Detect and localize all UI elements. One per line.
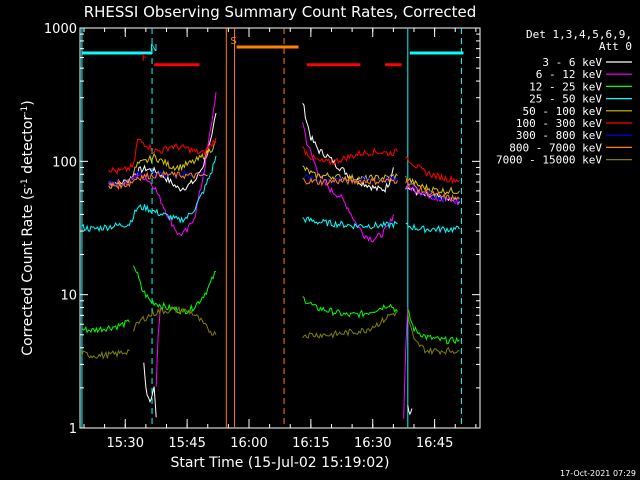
- x-tick-label-0: 15:30: [107, 436, 144, 451]
- x-tick-label-4: 16:30: [354, 436, 391, 451]
- series-0-segment-2: [302, 103, 394, 193]
- series-7-segment-0: [108, 169, 208, 190]
- annotation-layer: NF S: [142, 36, 237, 64]
- series-3-segment-0: [81, 155, 217, 233]
- x-tick-label-5: 16:45: [416, 436, 453, 451]
- legend-label-7: 800 - 7000 keV: [509, 141, 602, 154]
- plot-frame: [79, 27, 481, 429]
- x-tick-label-2: 16:00: [230, 436, 267, 451]
- series-8-segment-0: [81, 349, 130, 360]
- series-8: [81, 305, 460, 360]
- series-2-segment-3: [407, 308, 460, 345]
- series-3-segment-2: [405, 222, 460, 234]
- x-tick-label-1: 15:45: [168, 436, 205, 451]
- series-5-segment-1: [302, 146, 398, 166]
- flag-label-s: S: [230, 36, 236, 47]
- series-5: [108, 137, 460, 185]
- series-6-segment-2: [405, 177, 460, 203]
- x-axis-label: Start Time (15-Jul-02 15:19:02): [170, 455, 389, 471]
- flag-label-f: F: [142, 53, 148, 64]
- series-1-segment-2: [302, 122, 394, 243]
- series-1-segment-3: [403, 307, 409, 419]
- series-8-segment-2: [302, 311, 398, 339]
- legend-label-4: 50 - 100 keV: [523, 105, 603, 118]
- y-tick-label-1: 10: [60, 289, 77, 304]
- series-4-segment-2: [405, 175, 460, 195]
- series-5-segment-2: [405, 155, 460, 185]
- axis-layer: 1 10 100 1000 15:30 15:45 16:00 16:15 16:30 16:45: [44, 22, 480, 451]
- legend-header-line-1: Det 1,3,4,5,6,9,: [526, 28, 632, 41]
- series-2-segment-1: [133, 265, 217, 315]
- series-3-segment-1: [302, 216, 398, 230]
- series-1-segment-1: [155, 307, 161, 387]
- series-0-segment-1: [143, 362, 157, 418]
- x-tick-label-3: 16:15: [292, 436, 329, 451]
- legend-label-5: 100 - 300 keV: [516, 117, 602, 130]
- series-7-segment-2: [405, 177, 460, 202]
- legend-label-8: 7000 - 15000 keV: [496, 154, 602, 167]
- series-5-segment-0: [108, 137, 217, 175]
- y-axis-label: Corrected Count Rate (s-1 detector-1): [20, 100, 36, 355]
- y-tick-label-2: 100: [52, 155, 77, 170]
- series-4-segment-1: [302, 165, 398, 183]
- footer-date: 17-Oct-2021 07:29: [560, 469, 636, 478]
- series-2-segment-0: [81, 319, 130, 334]
- series-3: [81, 155, 460, 234]
- legend-label-6: 300 - 800 keV: [516, 129, 602, 142]
- series-4: [108, 141, 460, 195]
- series-8-segment-1: [133, 305, 217, 336]
- series-7: [108, 169, 460, 202]
- series-2-segment-2: [302, 296, 398, 319]
- legend-label-3: 25 - 50 keV: [529, 93, 602, 106]
- legend-label-2: 12 - 25 keV: [529, 80, 602, 93]
- legend-header-line-2: Att 0: [599, 40, 632, 53]
- chart-title: RHESSI Observing Summary Count Rates, Co…: [84, 3, 477, 21]
- series-7-segment-1: [302, 177, 398, 187]
- series-4-segment-0: [108, 141, 217, 189]
- flag-label-n: N: [150, 43, 157, 54]
- series-2: [81, 265, 460, 345]
- y-tick-label-0: 1: [69, 422, 77, 437]
- series-0-segment-4: [407, 405, 413, 416]
- y-tick-label-3: 1000: [44, 22, 77, 37]
- legend-label-0: 3 - 6 keV: [542, 56, 602, 69]
- series-layer: [81, 92, 460, 419]
- legend-label-1: 6 - 12 keV: [536, 68, 603, 81]
- flag-layer: [81, 28, 464, 428]
- series-8-segment-3: [407, 313, 460, 356]
